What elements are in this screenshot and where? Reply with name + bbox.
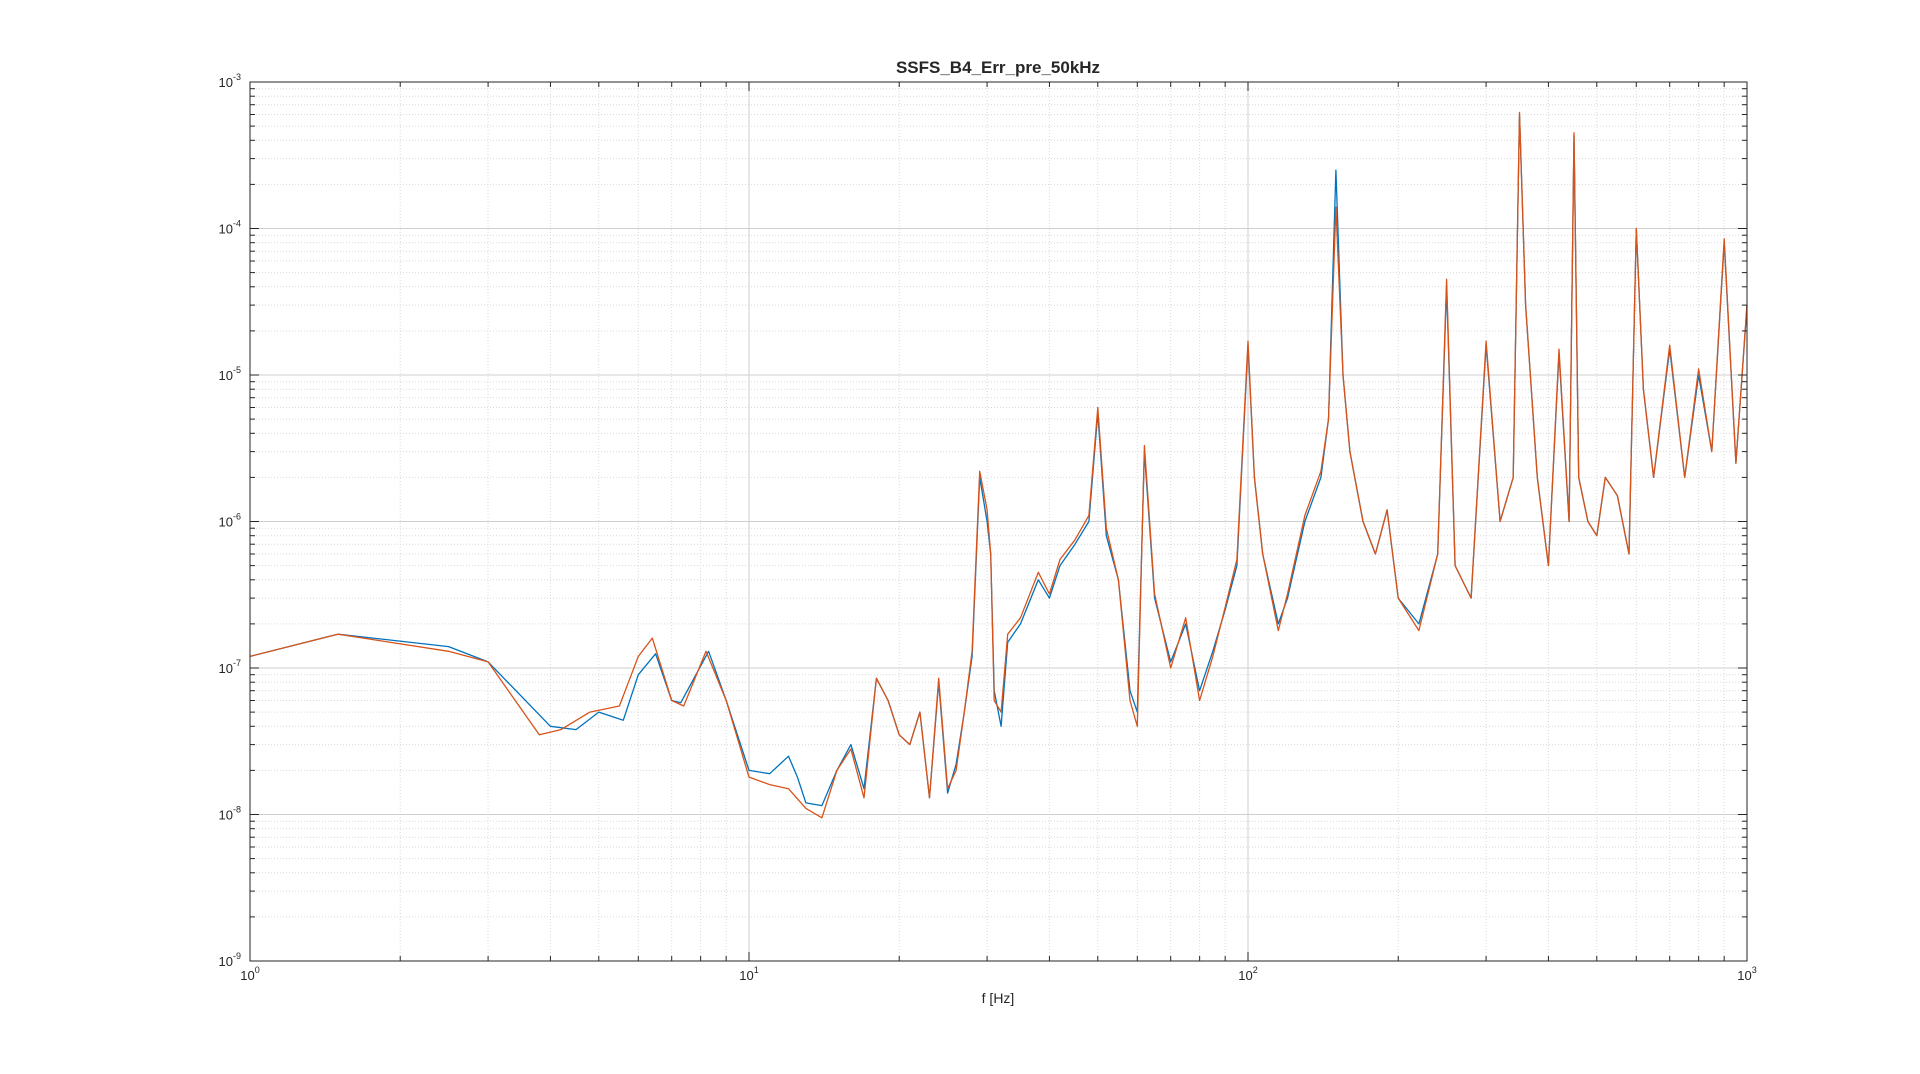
- y-tick-label: 10-8: [219, 805, 241, 823]
- y-tick-label: 10-3: [219, 72, 241, 90]
- x-tick-labels: 100 101 102 103: [240, 965, 1756, 983]
- y-tick-label: 10-7: [219, 658, 241, 676]
- x-tick-label: 103: [1737, 965, 1756, 983]
- series-layer: [249, 111, 1748, 819]
- x-tick-label: 101: [739, 965, 758, 983]
- series-line-2: [249, 111, 1748, 819]
- x-tick-label: 102: [1238, 965, 1257, 983]
- y-tick-labels: 10-9 10-8 10-7 10-6 10-5 10-4 10-3: [219, 72, 241, 969]
- y-tick-label: 10-4: [219, 219, 241, 237]
- x-tick-label: 100: [240, 965, 259, 983]
- tick-marks: [249, 81, 1748, 962]
- y-tick-label: 10-6: [219, 512, 241, 530]
- y-tick-label: 10-5: [219, 365, 241, 383]
- chart-title: SSFS_B4_Err_pre_50kHz: [896, 58, 1100, 77]
- x-axis-label: f [Hz]: [982, 990, 1015, 1006]
- y-tick-label: 10-9: [219, 951, 241, 969]
